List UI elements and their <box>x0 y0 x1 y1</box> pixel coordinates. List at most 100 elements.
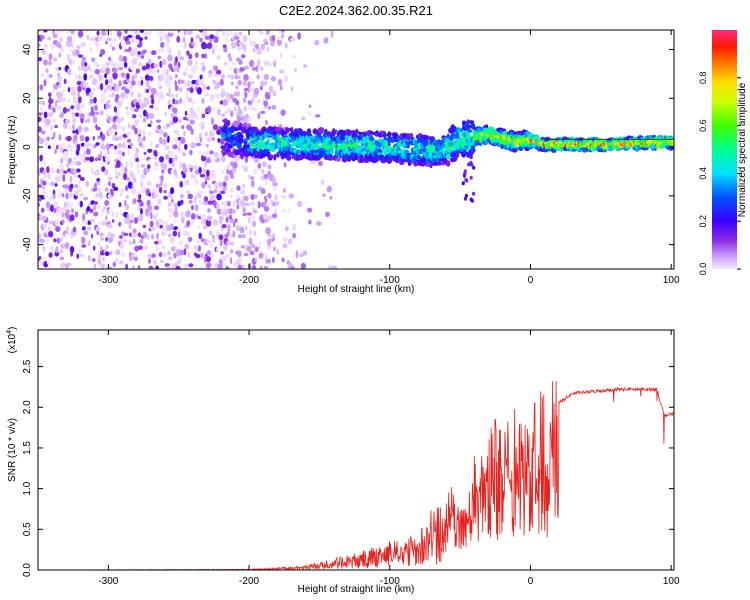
spectrogram-cell <box>228 56 232 62</box>
spectrogram-cell <box>224 36 228 44</box>
spectrogram-cell <box>261 161 267 168</box>
spectrogram-cell <box>87 240 91 247</box>
spectrogram-cell <box>293 68 297 72</box>
spectrogram-cell <box>170 76 173 80</box>
spectrogram-cell <box>47 226 52 232</box>
spectrogram-cell <box>251 265 257 269</box>
spectrogram-cell <box>245 113 249 118</box>
spectrogram-cell <box>157 198 162 205</box>
spectrogram-cell <box>238 234 242 239</box>
spectrogram-cell <box>128 224 132 229</box>
spectrogram-cell <box>328 265 333 269</box>
spectrogram-cell <box>316 221 322 226</box>
spectrogram-cell <box>272 34 276 42</box>
spectrogram-cell <box>383 132 387 139</box>
spectrogram-cell <box>133 46 139 54</box>
spectrogram-cell <box>52 253 56 259</box>
spectrogram-cell <box>105 67 110 75</box>
spectrogram-cell <box>216 246 220 253</box>
spectrogram-cell <box>277 78 283 86</box>
y-tick-label: 0.5 <box>22 522 33 536</box>
spectrogram-cell <box>146 180 152 186</box>
spectrogram-cell <box>213 151 219 158</box>
spectrogram-cell <box>271 176 276 184</box>
spectrogram-cell <box>228 208 234 215</box>
spectrogram-cell <box>132 228 137 234</box>
spectrogram-cell <box>159 74 164 82</box>
spectrogram-cell <box>59 112 65 119</box>
spectrogram-cell <box>161 169 165 174</box>
spectrogram-cell <box>148 192 151 197</box>
spectrogram-cell <box>162 162 168 170</box>
spectrogram-cell <box>257 163 262 169</box>
spectrogram-cell <box>94 104 98 112</box>
spectrogram-cell <box>212 234 215 239</box>
spectrogram-cell <box>187 96 193 103</box>
spectrogram-cell <box>42 180 47 186</box>
spectrogram-cell <box>242 35 248 43</box>
spectrogram-cell <box>186 190 191 194</box>
spectrogram-cell <box>264 80 268 86</box>
spectrogram-cell <box>151 68 157 75</box>
spectrogram-cell <box>361 136 368 141</box>
spectrogram-cell <box>204 131 208 137</box>
spectrogram-cell <box>62 107 68 114</box>
spectrogram-cell <box>462 139 466 146</box>
spectrogram-cell <box>206 256 211 263</box>
spectrogram-cell <box>166 224 171 232</box>
spectrogram-cell <box>77 85 82 93</box>
spectrogram-cell <box>176 141 183 148</box>
spectrogram-cell <box>329 196 332 200</box>
spectrogram-cell <box>76 168 81 173</box>
spectrogram-cell <box>132 238 136 245</box>
spectrogram-cell <box>229 257 233 265</box>
spectrogram-cell <box>38 116 42 122</box>
spectrogram-cell <box>187 193 193 200</box>
spectrogram-cell <box>289 265 296 269</box>
spectrogram-cell <box>183 263 189 269</box>
spectrogram-cell <box>135 162 141 170</box>
spectrogram-cell <box>314 40 320 46</box>
spectrogram-cell <box>249 250 255 256</box>
spectrogram-cell <box>175 74 178 79</box>
spectrogram-cell <box>208 242 212 249</box>
spectrogram-cell <box>281 257 285 263</box>
spectrogram-cell <box>211 72 216 77</box>
spectrogram-cell <box>64 232 69 239</box>
spectrogram-cell <box>168 157 173 164</box>
spectrogram-cell <box>76 80 83 86</box>
spectrogram-cell <box>52 30 56 35</box>
spectrogram-cell <box>184 179 190 186</box>
colorbar-label: Normalized spectral amplitude <box>737 82 748 217</box>
spectrogram-cell <box>210 155 213 160</box>
spectrogram-cell <box>179 181 183 188</box>
spectrogram-cell <box>154 205 159 211</box>
spectrogram-cell <box>95 41 100 49</box>
spectrogram-cell <box>164 263 170 268</box>
spectrogram-cell <box>236 185 241 191</box>
spectrogram-cell <box>243 195 249 202</box>
spectrogram-cell <box>72 123 75 131</box>
spectrogram-cell <box>38 42 41 48</box>
spectrogram-cell <box>423 139 430 146</box>
spectrogram-cell <box>267 138 271 143</box>
spectrogram-cell <box>109 43 113 48</box>
spectrogram-cell <box>219 239 223 247</box>
spectrogram-cell <box>249 59 255 68</box>
spectrogram-cell <box>222 244 228 251</box>
y-tick-label: -20 <box>22 188 33 203</box>
spectrogram-cell <box>381 143 385 151</box>
spectrogram-cell <box>220 88 226 93</box>
spectrogram-cell <box>325 136 330 144</box>
spectrogram-cell <box>211 243 214 249</box>
spectrogram-cell <box>272 90 277 97</box>
spectrogram-cell <box>132 125 136 131</box>
spectrogram-cell <box>272 201 276 207</box>
spectrogram-cell <box>278 30 282 34</box>
spectrogram-cell <box>189 119 195 125</box>
spectrogram-cell <box>101 160 107 165</box>
spectrogram-cell <box>177 200 182 207</box>
spectrogram-cell <box>42 223 47 229</box>
spectrogram-cell <box>41 130 46 135</box>
spectrogram-cell <box>60 243 65 249</box>
